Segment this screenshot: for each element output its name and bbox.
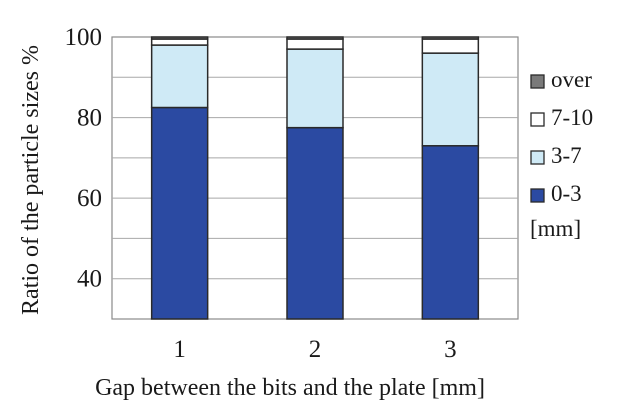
legend-label: 3-7	[551, 143, 582, 168]
legend-label: 0-3	[551, 181, 582, 206]
legend-item: 7-10	[530, 105, 593, 130]
bar-segment-0-3	[286, 126, 344, 320]
bar-segment-over	[421, 36, 480, 40]
y-tick-label: 40	[77, 266, 102, 293]
bar-segment-over	[150, 36, 209, 40]
y-axis-ticks: 40 60 80 100	[65, 24, 103, 293]
legend-swatch	[530, 74, 545, 89]
bar-segment-3-7	[150, 44, 209, 109]
legend-swatch	[530, 150, 545, 165]
legend-label: 7-10	[551, 105, 593, 130]
bar-segment-7-10	[150, 38, 209, 46]
legend: over 7-10 3-7 0-3	[530, 67, 593, 206]
bar-stack	[150, 36, 209, 320]
legend-swatch	[530, 112, 545, 127]
bar-segment-over	[286, 36, 344, 40]
bar-segment-3-7	[421, 52, 480, 147]
bar-segment-7-10	[286, 38, 344, 50]
bar-stack	[421, 36, 480, 320]
legend-label: over	[551, 67, 592, 92]
y-tick-label: 80	[77, 105, 102, 132]
y-tick-label: 100	[65, 24, 103, 51]
legend-swatch	[530, 188, 545, 203]
y-tick-label: 60	[77, 185, 102, 212]
legend-item: over	[530, 67, 592, 92]
x-axis-ticks: 1 2 3	[173, 336, 456, 363]
legend-unit-label: [mm]	[530, 216, 581, 241]
x-tick-label: 3	[444, 336, 457, 363]
bar-segment-7-10	[421, 38, 480, 54]
y-axis-title: Ratio of the particle sizes %	[18, 45, 44, 315]
bar-segment-0-3	[421, 145, 480, 320]
x-tick-label: 1	[173, 336, 186, 363]
legend-item: 3-7	[530, 143, 582, 168]
bar-segment-3-7	[286, 48, 344, 129]
bars	[150, 36, 480, 320]
x-tick-label: 2	[309, 336, 322, 363]
bar-segment-0-3	[150, 106, 209, 320]
x-axis-title: Gap between the bits and the plate [mm]	[95, 375, 485, 401]
legend-item: 0-3	[530, 181, 582, 206]
bar-stack	[286, 36, 344, 320]
